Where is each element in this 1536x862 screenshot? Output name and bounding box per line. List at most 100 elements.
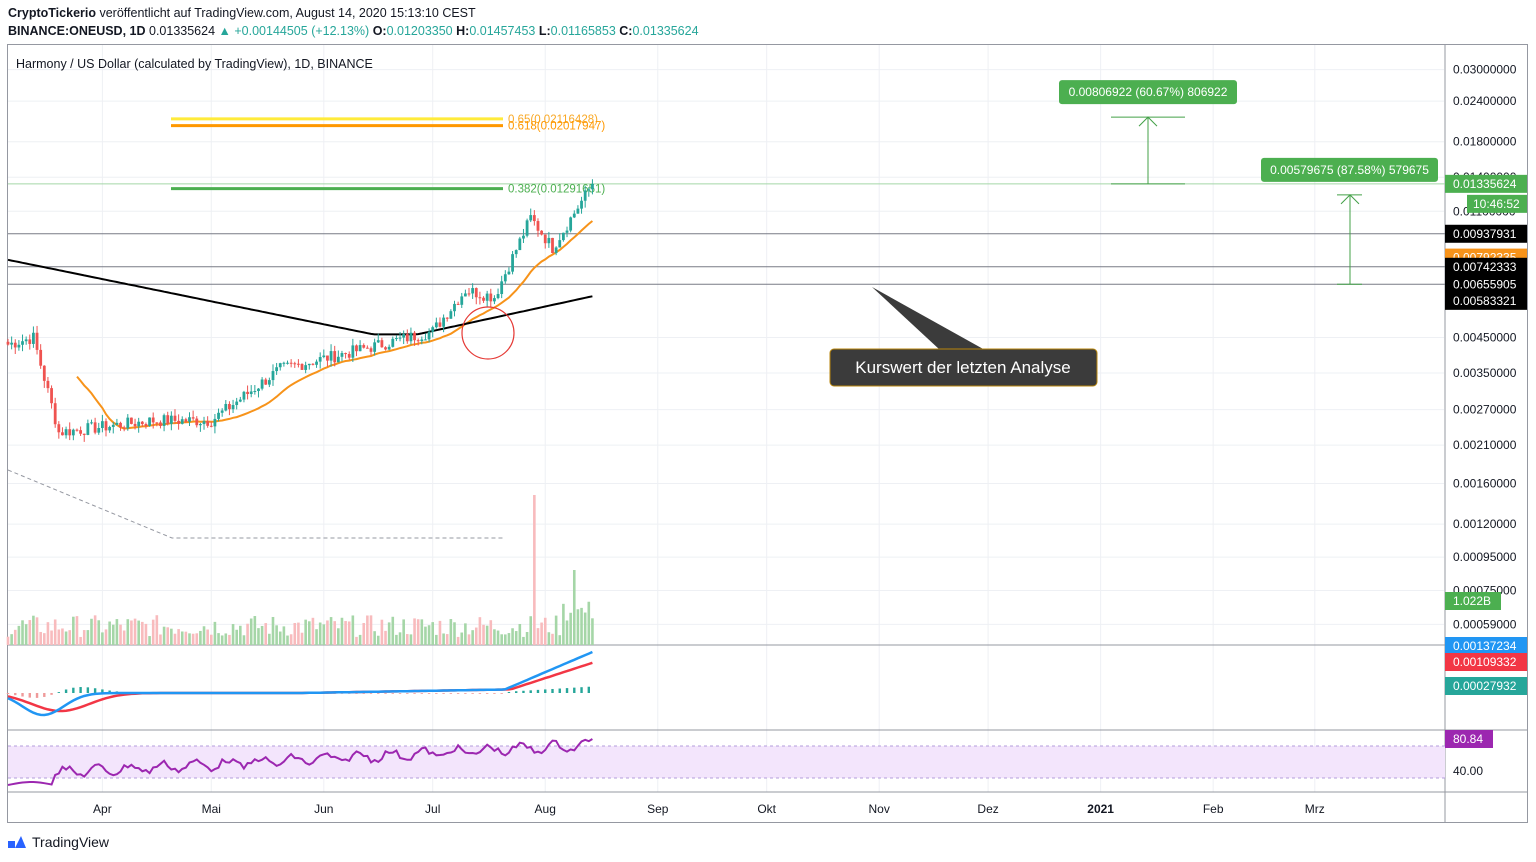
candle-body: [271, 371, 275, 381]
volume-bar: [144, 623, 148, 645]
candle-body: [137, 421, 141, 427]
volume-bar: [442, 633, 445, 645]
candle-body: [209, 425, 213, 427]
symbol: BINANCE:ONEUSD, 1D: [8, 24, 146, 38]
volume-bar: [264, 623, 268, 645]
volume-bar: [93, 615, 97, 645]
volume-bar: [326, 620, 329, 645]
candle-body: [511, 254, 514, 272]
price-tick-label: 0.00450000: [1453, 330, 1517, 344]
macd-badge-text: 0.00027932: [1453, 679, 1517, 693]
chart-frame: [7, 44, 1528, 823]
volume-bar: [562, 603, 565, 645]
candle-body: [126, 417, 130, 429]
volume-bar: [239, 625, 242, 645]
volume-bar: [141, 621, 144, 645]
macd-histogram-bar: [420, 693, 424, 694]
high-label: H:: [456, 24, 470, 38]
candle-body: [424, 339, 427, 341]
volume-bar: [188, 633, 191, 645]
candle-body: [518, 238, 522, 251]
publish-info: CryptoTickerio veröffentlicht auf Tradin…: [8, 6, 476, 20]
low-value: 0.01165853: [550, 24, 616, 38]
volume-bar: [460, 632, 464, 645]
macd-histogram-bar: [551, 688, 554, 693]
candle-body: [358, 345, 362, 352]
time-tick-label: Mai: [202, 802, 221, 816]
annotation-pointer: [872, 287, 985, 350]
volume-bar: [445, 634, 449, 645]
volume-bar: [435, 634, 438, 645]
volume-bar: [195, 633, 199, 645]
author-name[interactable]: CryptoTickerio: [8, 6, 96, 20]
macd-badge-text: 0.00109332: [1453, 655, 1517, 669]
candle-body: [166, 415, 170, 424]
candle-body: [111, 424, 115, 427]
candle-body: [503, 274, 507, 282]
footer: TradingView: [8, 834, 109, 850]
volume-bar: [380, 619, 384, 645]
candle-body: [355, 345, 358, 352]
macd-histogram-bar: [580, 687, 583, 693]
candle-body: [304, 365, 308, 370]
volume-bar: [420, 619, 424, 645]
volume-bar: [478, 617, 482, 645]
candle-body: [576, 208, 580, 214]
candle-body: [104, 421, 108, 431]
macd-histogram-bar: [522, 690, 525, 693]
volume-bar: [387, 622, 391, 645]
candle-body: [373, 342, 377, 352]
macd-histogram-bar: [558, 688, 561, 693]
macd-histogram-bar: [478, 693, 482, 694]
macd-histogram-bar: [427, 693, 431, 694]
volume-bar: [413, 618, 416, 645]
candle-body: [86, 423, 90, 435]
macd-histogram-bar: [587, 686, 590, 693]
volume-bar: [46, 622, 50, 645]
candle-body: [442, 317, 445, 327]
candle-body: [28, 339, 32, 344]
price-badge-text: 0.01335624: [1453, 177, 1517, 191]
candle-body: [169, 415, 173, 424]
candle-body: [32, 332, 35, 344]
candle-body: [456, 303, 460, 305]
candle-body: [380, 340, 384, 348]
candle-body: [540, 230, 544, 235]
volume-bar: [108, 621, 111, 645]
volume-bar: [79, 636, 82, 645]
volume-bar: [148, 636, 151, 645]
candle-body: [333, 351, 337, 363]
candle-body: [90, 422, 93, 424]
candle-body: [369, 348, 373, 352]
price-badge-text: 0.00937931: [1453, 227, 1517, 241]
measure-label-box: [1261, 157, 1438, 182]
volume-bar: [130, 620, 133, 645]
volume-bar: [191, 633, 195, 645]
fib-level-label: 0.65(0.02116428): [508, 114, 598, 126]
macd-histogram-bar: [449, 693, 453, 694]
macd-histogram-bar: [377, 693, 380, 694]
brand-name[interactable]: TradingView: [32, 834, 110, 850]
time-tick-label: Aug: [535, 802, 556, 816]
volume-bar: [307, 621, 311, 645]
candle-body: [71, 429, 75, 436]
candle-body: [282, 362, 286, 364]
macd-histogram-bar: [391, 693, 394, 694]
high-value: 0.01457453: [469, 24, 536, 38]
volume-bar: [395, 634, 398, 645]
candle-body: [6, 341, 10, 345]
candle-body: [217, 412, 220, 419]
volume-bar: [540, 622, 543, 645]
candle-body: [340, 353, 344, 357]
candle-body: [453, 303, 456, 312]
candle-body: [351, 345, 355, 358]
candle-body: [405, 334, 409, 342]
volume-bar: [493, 629, 496, 645]
rsi-band: [8, 746, 1445, 778]
measure-label-box: [1059, 80, 1237, 105]
volume-bar: [224, 633, 228, 645]
volume-bar: [576, 609, 580, 645]
volume-bar: [50, 630, 53, 645]
candle-body: [220, 410, 224, 413]
